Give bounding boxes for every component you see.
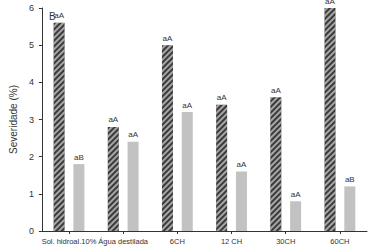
svg-text:aA: aA (182, 101, 192, 110)
svg-text:3: 3 (29, 115, 34, 125)
svg-text:aA: aA (128, 130, 138, 139)
svg-text:aA: aA (217, 93, 227, 102)
svg-text:aA: aA (271, 86, 281, 95)
svg-text:1: 1 (29, 189, 34, 199)
svg-text:60CH: 60CH (330, 237, 349, 246)
svg-text:5: 5 (29, 40, 34, 50)
svg-text:aA: aA (163, 34, 173, 43)
svg-text:Água destilada: Água destilada (98, 237, 148, 246)
svg-text:2: 2 (29, 152, 34, 162)
svg-text:30CH: 30CH (276, 237, 295, 246)
svg-text:aA: aA (54, 11, 64, 20)
svg-text:6: 6 (29, 3, 34, 13)
svg-text:4: 4 (29, 77, 34, 87)
svg-text:aA: aA (237, 160, 247, 169)
svg-text:aB: aB (345, 175, 355, 184)
svg-text:Severidade (%): Severidade (%) (8, 85, 19, 154)
svg-text:6CH: 6CH (170, 237, 185, 246)
svg-text:aA: aA (291, 190, 301, 199)
svg-text:aA: aA (108, 115, 118, 124)
svg-text:0: 0 (29, 226, 34, 236)
svg-text:12 CH: 12 CH (221, 237, 242, 246)
svg-text:Sol. hidroal.10%: Sol. hidroal.10% (42, 237, 97, 246)
svg-text:aB: aB (74, 153, 84, 162)
svg-text:B: B (49, 11, 56, 22)
svg-text:aA: aA (325, 0, 335, 6)
